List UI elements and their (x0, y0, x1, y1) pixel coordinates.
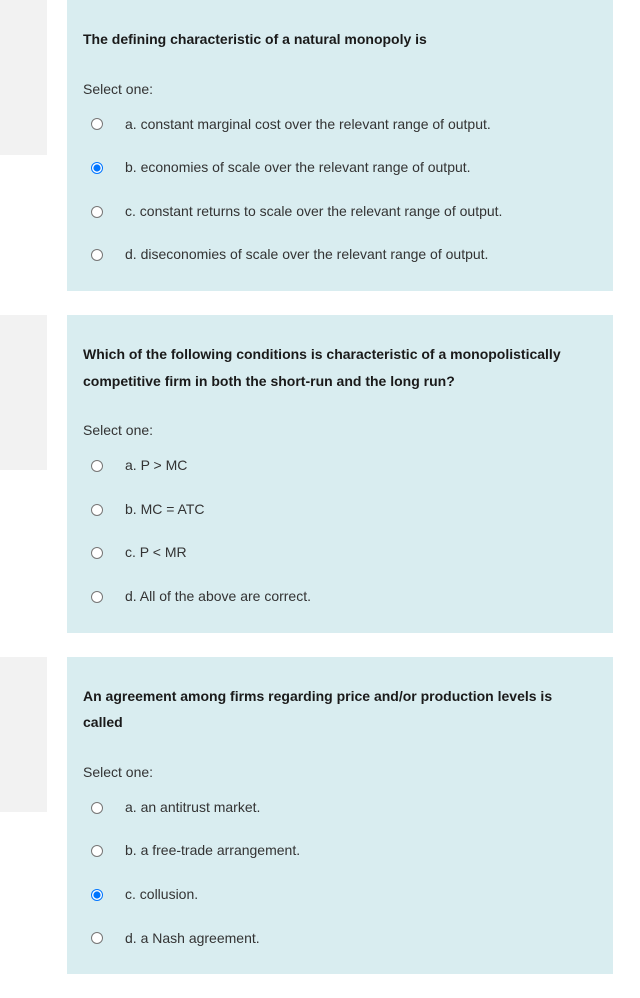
option-radio[interactable] (91, 206, 103, 218)
option-row: d. diseconomies of scale over the releva… (83, 245, 595, 265)
question-row: Which of the following conditions is cha… (0, 315, 640, 633)
option-label: a. constant marginal cost over the relev… (125, 115, 491, 135)
option-radio[interactable] (91, 591, 103, 603)
option-row: d. a Nash agreement. (83, 929, 595, 949)
question-prompt: An agreement among firms regarding price… (83, 683, 595, 736)
option-radio[interactable] (91, 802, 103, 814)
option-label: b. MC = ATC (125, 500, 204, 520)
option-radio[interactable] (91, 547, 103, 559)
question-info-box (0, 0, 47, 155)
option-row: a. P > MC (83, 456, 595, 476)
option-row: b. economies of scale over the relevant … (83, 158, 595, 178)
option-radio[interactable] (91, 845, 103, 857)
option-row: c. P < MR (83, 543, 595, 563)
question-card: Which of the following conditions is cha… (67, 315, 613, 633)
option-radio[interactable] (91, 932, 103, 944)
option-radio[interactable] (91, 504, 103, 516)
option-row: a. constant marginal cost over the relev… (83, 115, 595, 135)
option-row: a. an antitrust market. (83, 798, 595, 818)
question-card: An agreement among firms regarding price… (67, 657, 613, 975)
option-row: c. collusion. (83, 885, 595, 905)
select-one-label: Select one: (83, 764, 595, 780)
option-row: c. constant returns to scale over the re… (83, 202, 595, 222)
option-row: b. MC = ATC (83, 500, 595, 520)
question-card: The defining characteristic of a natural… (67, 0, 613, 291)
option-row: b. a free-trade arrangement. (83, 841, 595, 861)
option-label: c. collusion. (125, 885, 198, 905)
question-prompt: Which of the following conditions is cha… (83, 341, 595, 394)
option-label: a. an antitrust market. (125, 798, 260, 818)
option-label: a. P > MC (125, 456, 187, 476)
option-label: d. a Nash agreement. (125, 929, 260, 949)
question-row: An agreement among firms regarding price… (0, 657, 640, 975)
question-info-box (0, 315, 47, 470)
option-label: c. P < MR (125, 543, 187, 563)
option-radio[interactable] (91, 118, 103, 130)
option-label: b. economies of scale over the relevant … (125, 158, 471, 178)
option-radio[interactable] (91, 249, 103, 261)
question-row: The defining characteristic of a natural… (0, 0, 640, 291)
select-one-label: Select one: (83, 422, 595, 438)
option-label: d. All of the above are correct. (125, 587, 311, 607)
option-label: d. diseconomies of scale over the releva… (125, 245, 488, 265)
option-radio[interactable] (91, 162, 103, 174)
question-prompt: The defining characteristic of a natural… (83, 26, 595, 53)
question-info-box (0, 657, 47, 812)
select-one-label: Select one: (83, 81, 595, 97)
option-label: c. constant returns to scale over the re… (125, 202, 502, 222)
option-radio[interactable] (91, 460, 103, 472)
option-radio[interactable] (91, 889, 103, 901)
option-row: d. All of the above are correct. (83, 587, 595, 607)
option-label: b. a free-trade arrangement. (125, 841, 300, 861)
